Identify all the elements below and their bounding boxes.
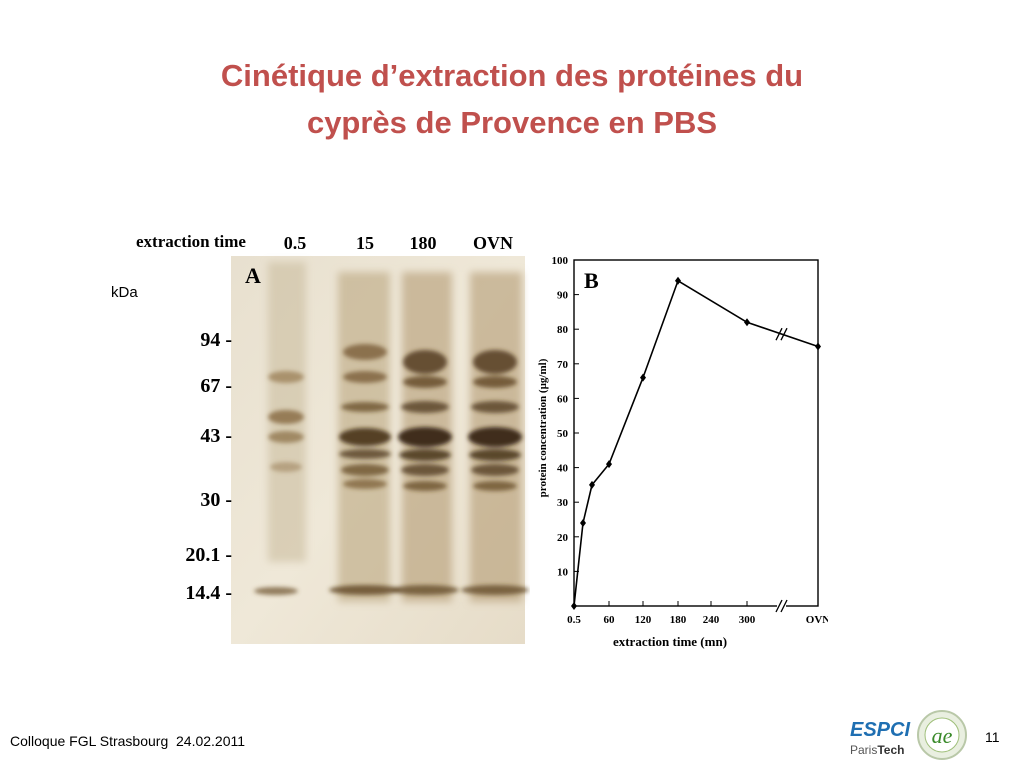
chart-x-axis-label: extraction time (mn) [613,634,727,649]
gel-bands [254,344,529,595]
y-tick-label: 60 [557,393,569,405]
x-tick-label: 60 [604,614,616,626]
chart-axes [573,259,819,613]
espci-paristech-logo: ESPCI ParisTech ae [850,710,967,760]
lane-label: 0.5 [284,233,307,253]
data-point [744,318,750,327]
gel-panel-label: A [245,263,261,288]
x-tick-label: OVN [806,614,828,626]
data-point [675,276,681,285]
y-tick-label: 40 [557,463,569,475]
axis-break-mark [775,599,788,613]
lane-label: OVN [473,233,513,253]
page-number: 11 [985,729,1000,745]
marker-label: 43 - [200,425,232,447]
y-tick-label: 100 [552,255,569,267]
chart-y-ticks: 10 20 30 40 50 60 70 80 90 100 [552,255,579,578]
gel-figure: extraction time 0.5 15 180 OVN [136,232,529,644]
gel-header-label: extraction time [136,232,246,251]
x-tick-label: 240 [703,614,720,626]
x-tick-label: 300 [739,614,756,626]
x-tick-label: 120 [635,614,652,626]
data-point [571,602,577,610]
y-tick-label: 20 [557,532,569,544]
series-line [573,279,819,607]
marker-label: 67 - [200,375,232,397]
y-tick-label: 50 [557,428,569,440]
chart-y-axis-label: protein concentration (µg/ml) [537,358,549,497]
footer-text: Colloque FGL Strasbourg 24.02.2011 [10,733,246,749]
logo-paris-text: Paris [850,743,877,757]
logo-tech-text: Tech [877,743,904,757]
logo-paristech-text: ParisTech [850,743,904,757]
lane-label: 180 [410,233,437,253]
y-tick-label: 90 [557,290,569,302]
title-line-2: cyprès de Provence en PBS [306,105,718,140]
y-tick-label: 70 [557,359,569,371]
data-point [589,480,595,489]
data-point [815,342,821,351]
emblem-icon: ae [917,710,967,760]
gel-lane-labels: 0.5 15 180 OVN [284,233,513,253]
concentration-chart: 10 20 30 40 50 60 70 80 90 100 0.5 60 120 180 240 300 O… [537,255,828,649]
lane-label: 15 [356,233,374,253]
marker-label: 14.4 - [185,582,232,604]
title-line-1: Cinétique d’extraction des protéines du [220,58,804,93]
y-tick-label: 10 [557,566,569,578]
marker-label: 20.1 - [185,544,232,566]
plot-frame [573,259,819,607]
data-point [580,518,586,527]
gel-markers: 94 - 67 - 43 - 30 - 20.1 - 14.4 - [185,329,232,604]
x-tick-label: 180 [670,614,687,626]
marker-label: 30 - [200,489,232,511]
chart-series [571,276,821,610]
data-point [606,460,612,469]
data-point [640,373,646,382]
emblem-text: ae [932,723,953,748]
logo-espci-text: ESPCI [850,719,910,741]
chart-x-ticks: 0.5 60 120 180 240 300 OVN [567,601,828,626]
slide-title: Cinétique d’extraction des protéines du … [0,52,1024,146]
y-tick-label: 80 [557,324,569,336]
kda-label: kDa [111,284,138,301]
y-tick-label: 30 [557,497,569,509]
marker-label: 94 - [200,329,232,351]
x-tick-label: 0.5 [567,614,581,626]
chart-panel-label: B [584,268,599,293]
